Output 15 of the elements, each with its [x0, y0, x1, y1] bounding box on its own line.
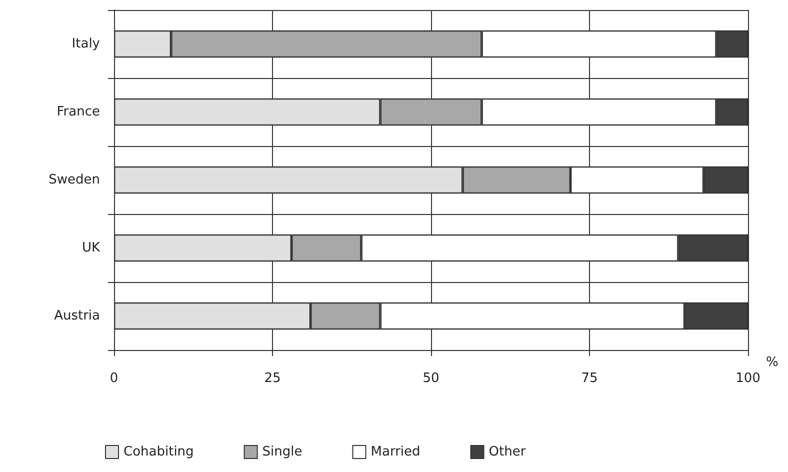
x-tick-label: 50: [422, 371, 440, 386]
x-tick-label: 0: [110, 371, 118, 386]
x-tick-label: 100: [736, 371, 760, 386]
legend-label: Married: [370, 444, 420, 460]
legend-label: Other: [488, 444, 526, 460]
x-axis-title: %: [766, 355, 778, 370]
y-tick-label: Italy: [72, 36, 100, 52]
x-tick-label: 25: [264, 371, 281, 386]
legend-label: Cohabiting: [124, 444, 194, 460]
y-tick-label: France: [56, 104, 100, 120]
y-tick-label: Austria: [54, 308, 100, 324]
y-tick-label: UK: [82, 240, 100, 256]
y-tick-label: Sweden: [48, 172, 100, 188]
legend-label: Single: [262, 444, 302, 460]
x-tick-label: 75: [581, 371, 598, 386]
